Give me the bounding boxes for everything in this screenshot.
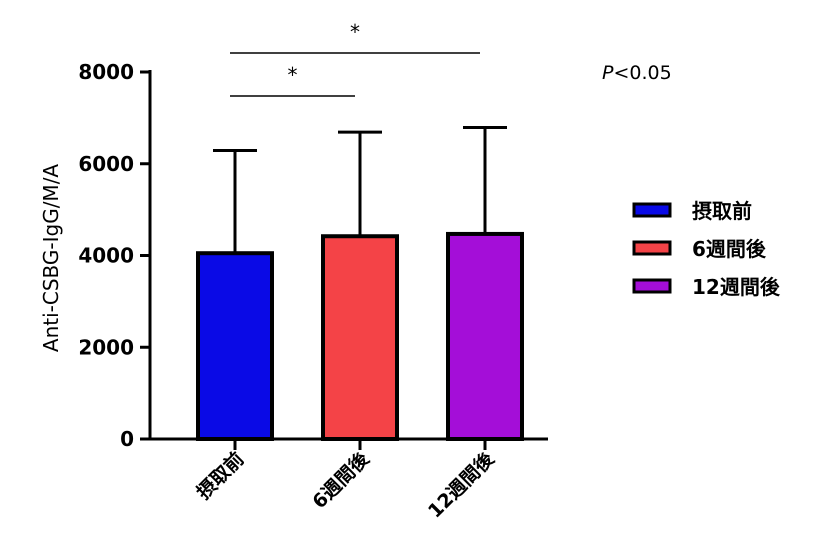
y-axis-title: Anti-CSBG-IgG/M/A (39, 164, 63, 353)
p-value-annotation: P<0.05 (602, 62, 672, 84)
p-value-p: P (602, 62, 614, 84)
bar (196, 251, 274, 441)
x-ticks: 摂取前 6週間後 12週間後 (192, 439, 499, 523)
legend-swatch (632, 278, 672, 294)
y-tick-label: 2000 (78, 335, 134, 359)
legend-swatch (632, 202, 672, 218)
x-tick-label: 摂取前 (192, 447, 249, 504)
bar (446, 231, 524, 441)
significance-brackets: ** (230, 20, 480, 97)
legend-swatch (632, 240, 672, 256)
y-tick-label: 8000 (78, 60, 134, 84)
y-tick-label: 6000 (78, 152, 134, 176)
bars (196, 231, 524, 441)
x-tick-label: 6週間後 (308, 447, 375, 514)
significance-star: * (350, 20, 360, 44)
significance-star: * (288, 63, 298, 87)
legend-label: 12週間後 (692, 275, 781, 299)
legend: 摂取前 6週間後 12週間後 (632, 199, 781, 299)
y-tick-label: 0 (120, 427, 134, 451)
y-tick-label: 4000 (78, 244, 134, 268)
error-bars (213, 126, 507, 254)
x-tick-label: 12週間後 (423, 447, 499, 523)
p-value-rest: <0.05 (613, 62, 671, 84)
legend-label: 6週間後 (692, 237, 767, 261)
y-ticks: 0 2000 4000 6000 8000 (78, 60, 150, 451)
legend-label: 摂取前 (692, 199, 752, 223)
bar (321, 234, 399, 441)
